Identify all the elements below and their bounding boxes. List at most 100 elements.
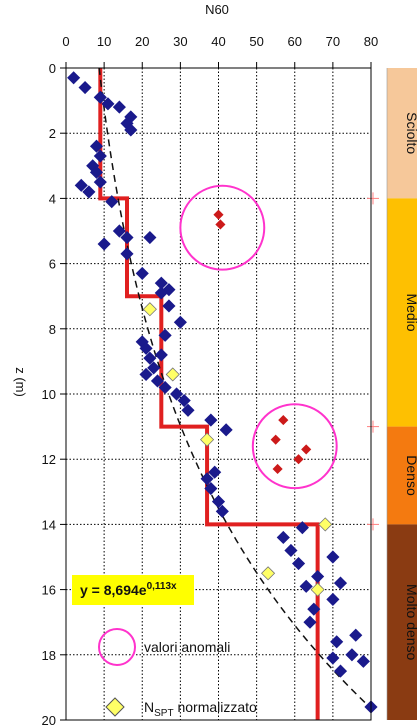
- legend-nspt-sub: SPT: [154, 708, 173, 719]
- y-tick-label: 6: [49, 257, 56, 272]
- data-point: [333, 576, 348, 590]
- data-point: [93, 149, 107, 163]
- nspt-normalized-point: [260, 566, 276, 581]
- nspt-normalized-point: [165, 367, 180, 382]
- y-tick-label: 18: [42, 648, 56, 663]
- data-point: [299, 579, 313, 593]
- data-point: [291, 556, 306, 571]
- legend-nspt-rest: normalizzato: [174, 699, 257, 715]
- y-tick-label: 10: [42, 387, 56, 402]
- data-point: [177, 393, 191, 408]
- band-label: Sciolto: [404, 112, 417, 154]
- x-tick-label: 40: [211, 34, 225, 49]
- data-point: [93, 175, 107, 189]
- data-point: [154, 348, 168, 362]
- anomaly-circles: [179, 184, 338, 490]
- x-tick-label: 0: [62, 34, 69, 49]
- data-point: [295, 521, 309, 535]
- data-point: [112, 100, 126, 114]
- data-point: [173, 315, 187, 329]
- x-tick-label: 10: [97, 34, 111, 49]
- data-point: [82, 185, 96, 199]
- anomaly-circle: [179, 184, 266, 271]
- legend-anomaly-label: valori anomali: [144, 639, 230, 655]
- data-point: [326, 550, 340, 564]
- data-point: [93, 90, 107, 104]
- band-label: Molto denso: [404, 584, 417, 660]
- data-point: [307, 602, 321, 616]
- data-point: [219, 423, 233, 437]
- data-point: [139, 367, 153, 382]
- data-point: [124, 123, 138, 137]
- density-bands: Sciolto Medio Denso Molto denso: [367, 68, 417, 720]
- legend-nspt-diamond-symbol: [105, 697, 125, 717]
- data-point: [208, 465, 222, 479]
- nspt-normalized-point: [310, 582, 325, 597]
- x-tick-label: 50: [249, 34, 263, 49]
- legend-anomaly-circle-symbol: [98, 628, 136, 666]
- data-point: [330, 635, 344, 649]
- axes: 0 10 20 30 40 50 60 70 80 0 2 4 6 8 10 12 14 16 18 20: [42, 34, 379, 726]
- data-point: [326, 592, 340, 606]
- x-tick-label: 60: [288, 34, 302, 49]
- data-point: [215, 504, 229, 518]
- data-point: [74, 178, 88, 192]
- data-point: [284, 543, 298, 558]
- x-tick-label: 70: [326, 34, 340, 49]
- x-axis-title: N60: [205, 2, 229, 17]
- data-point: [204, 413, 218, 427]
- x-tick-label: 20: [135, 34, 149, 49]
- data-point: [158, 380, 172, 395]
- equation-main: y = 8,694e: [80, 582, 147, 598]
- band-sciolto: [387, 68, 417, 199]
- data-point: [101, 97, 115, 111]
- data-point: [311, 569, 325, 584]
- data-point: [181, 403, 195, 417]
- y-tick-label: 4: [49, 191, 56, 206]
- data-point: [333, 664, 348, 678]
- data-point: [97, 237, 111, 251]
- y-tick-label: 12: [42, 452, 56, 467]
- band-molto-denso: [387, 524, 417, 720]
- data-point: [345, 648, 359, 662]
- band-label: Denso: [404, 455, 417, 496]
- y-tick-label: 20: [42, 713, 56, 726]
- data-point: [147, 361, 161, 375]
- data-point: [78, 80, 92, 95]
- nspt-normalized-point: [199, 432, 215, 447]
- data-point: [158, 328, 172, 342]
- data-point: [67, 71, 81, 85]
- data-point: [120, 247, 134, 261]
- anomaly-point: [278, 415, 289, 426]
- trend-line-layer: [98, 67, 367, 705]
- data-point: [143, 230, 157, 245]
- y-axis-title: z (m): [13, 367, 28, 397]
- band-medio: [387, 198, 417, 427]
- data-point: [150, 374, 165, 388]
- x-tick-label: 80: [364, 34, 378, 49]
- band-denso: [387, 426, 417, 525]
- data-point: [139, 341, 153, 355]
- y-tick-label: 16: [42, 583, 56, 598]
- data-point: [356, 654, 370, 668]
- trend-equation-box: y = 8,694e0,113x: [72, 575, 194, 605]
- legend-nspt-label: NSPT normalizzato: [144, 699, 257, 719]
- data-point: [349, 628, 363, 642]
- equation-exponent: 0,113x: [147, 581, 177, 592]
- band-label: Medio: [404, 293, 417, 331]
- legend: valori anomali NSPT normalizzato: [98, 628, 257, 719]
- anomaly-point: [293, 454, 304, 465]
- y-tick-label: 14: [42, 517, 56, 532]
- data-point: [105, 195, 119, 209]
- grid: [66, 68, 371, 720]
- x-tick-label: 30: [173, 34, 187, 49]
- data-point: [211, 495, 226, 509]
- data-point: [204, 481, 218, 496]
- data-point: [303, 615, 317, 629]
- legend-nspt-main: N: [144, 699, 154, 715]
- anomaly-point: [213, 209, 224, 220]
- y-tick-label: 0: [49, 61, 56, 76]
- anomaly-point: [270, 434, 281, 445]
- data-point: [326, 651, 340, 665]
- equation-text: y = 8,694e0,113x: [80, 581, 177, 598]
